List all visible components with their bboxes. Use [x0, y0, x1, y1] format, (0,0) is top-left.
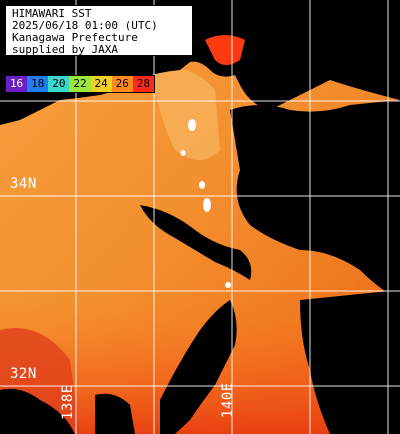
scale-tick: 18: [27, 76, 49, 92]
cool-bay: [150, 67, 220, 160]
island-3: [199, 181, 205, 189]
cloud-bottom-middle: [95, 393, 135, 434]
supplier-line: supplied by JAXA: [12, 43, 118, 56]
title-line: HIMAWARI SST: [12, 7, 92, 20]
lat-34-label: 34N: [10, 176, 37, 192]
scale-tick: 24: [90, 76, 112, 92]
island-2: [180, 150, 186, 156]
cloud-southeast: [300, 290, 400, 434]
scale-tick: 22: [69, 76, 91, 92]
cloud-bottom-left: [0, 388, 75, 434]
coastal-warm-strip: [205, 35, 245, 65]
scale-tick: 16: [6, 76, 28, 92]
scale-tick: 28: [132, 76, 154, 92]
region-line: Kanagawa Prefecture: [12, 31, 138, 44]
island-1: [188, 119, 196, 131]
lat-32-label: 32N: [10, 366, 37, 382]
boso-cloud-mask: [230, 100, 400, 300]
scale-tick: 20: [48, 76, 70, 92]
island-4: [203, 198, 211, 212]
island-5: [225, 282, 231, 288]
cloud-band-south: [160, 300, 237, 434]
lon-140-label: 140E: [220, 382, 236, 418]
scale-tick: 26: [111, 76, 133, 92]
datetime-line: 2025/06/18 01:00 (UTC): [12, 19, 158, 32]
lon-138-label: 138E: [60, 384, 76, 420]
info-box: HIMAWARI SST 2025/06/18 01:00 (UTC) Kana…: [5, 5, 193, 56]
color-scale-bar: 16 18 20 22 24 26 28: [5, 75, 155, 93]
islands: [180, 119, 231, 288]
cloud-band-center: [140, 205, 252, 280]
